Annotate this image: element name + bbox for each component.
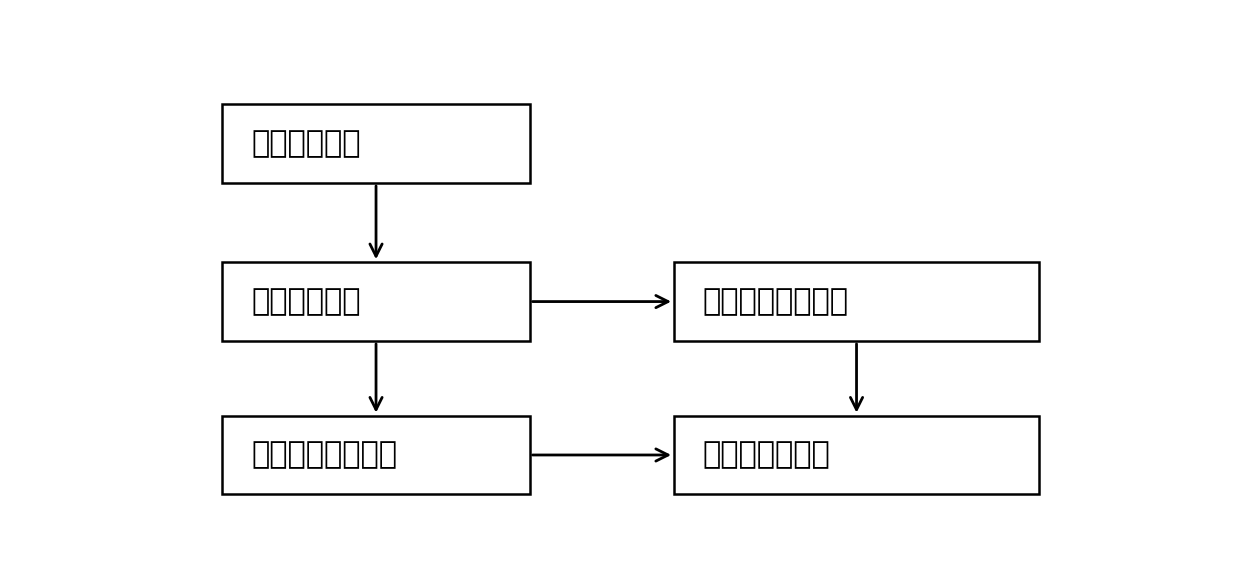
Bar bbox=[222, 415, 529, 495]
Text: 叶端定时测振模块: 叶端定时测振模块 bbox=[703, 287, 848, 316]
Text: 测点优选模块: 测点优选模块 bbox=[250, 287, 361, 316]
Bar bbox=[675, 262, 1039, 341]
Text: 应变场重构模块: 应变场重构模块 bbox=[703, 441, 831, 469]
Text: 模态分析模块: 模态分析模块 bbox=[250, 129, 361, 158]
Text: 转换矩阵计算模块: 转换矩阵计算模块 bbox=[250, 441, 397, 469]
Bar bbox=[675, 415, 1039, 495]
Bar bbox=[222, 104, 529, 183]
Bar bbox=[222, 262, 529, 341]
